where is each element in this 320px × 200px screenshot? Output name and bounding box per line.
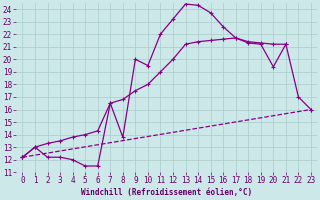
X-axis label: Windchill (Refroidissement éolien,°C): Windchill (Refroidissement éolien,°C) [81, 188, 252, 197]
